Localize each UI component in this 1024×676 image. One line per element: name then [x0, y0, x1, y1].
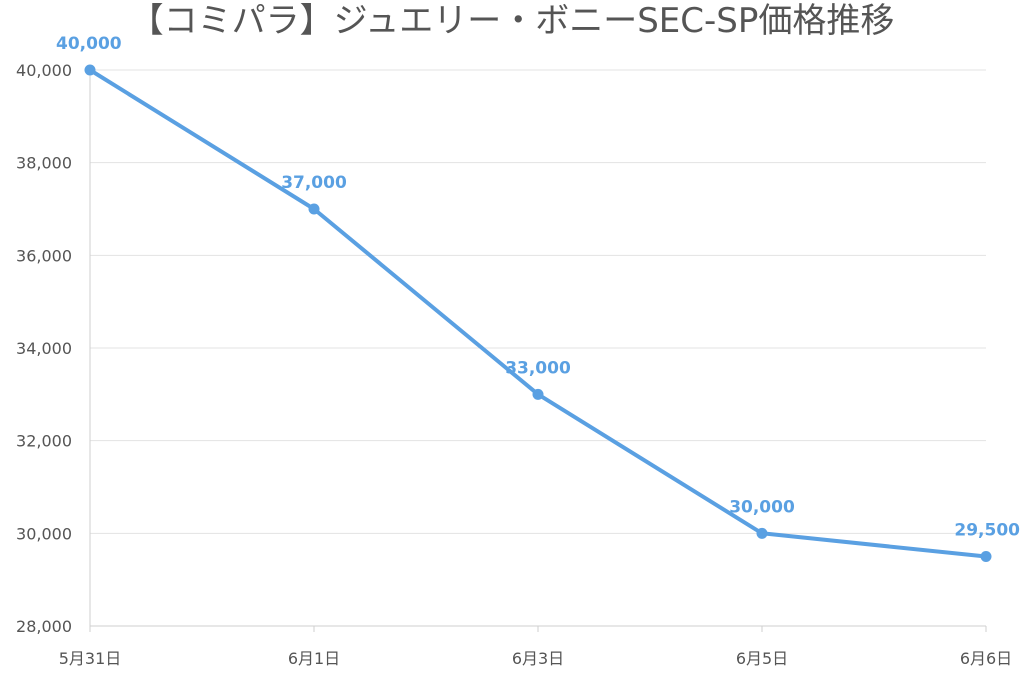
x-tick-label: 6月5日	[736, 649, 788, 668]
y-tick-label: 40,000	[16, 61, 72, 80]
series-line	[88, 68, 988, 559]
data-label: 40,000	[56, 34, 122, 54]
y-tick-label: 38,000	[16, 154, 72, 173]
y-tick-label: 28,000	[16, 617, 72, 636]
data-label: 37,000	[281, 173, 347, 193]
data-label: 33,000	[505, 358, 571, 378]
data-point	[980, 551, 992, 562]
y-tick-label: 30,000	[16, 524, 72, 543]
data-label: 30,000	[729, 497, 795, 517]
y-tick-label: 34,000	[16, 339, 72, 358]
data-point	[756, 527, 768, 539]
data-label: 29,500	[954, 521, 1020, 541]
chart-title: 【コミパラ】ジュエリー・ボニーSEC-SP価格推移	[129, 1, 895, 41]
x-tick-label: 6月1日	[288, 649, 340, 668]
data-point	[532, 388, 544, 400]
x-tick-label: 5月31日	[59, 649, 122, 668]
x-tick-label: 6月6日	[960, 649, 1012, 668]
y-tick-label: 36,000	[16, 246, 72, 265]
x-tick-label: 6月3日	[512, 649, 564, 668]
data-point	[84, 64, 96, 76]
y-tick-label: 32,000	[16, 432, 72, 451]
data-point	[308, 203, 320, 215]
